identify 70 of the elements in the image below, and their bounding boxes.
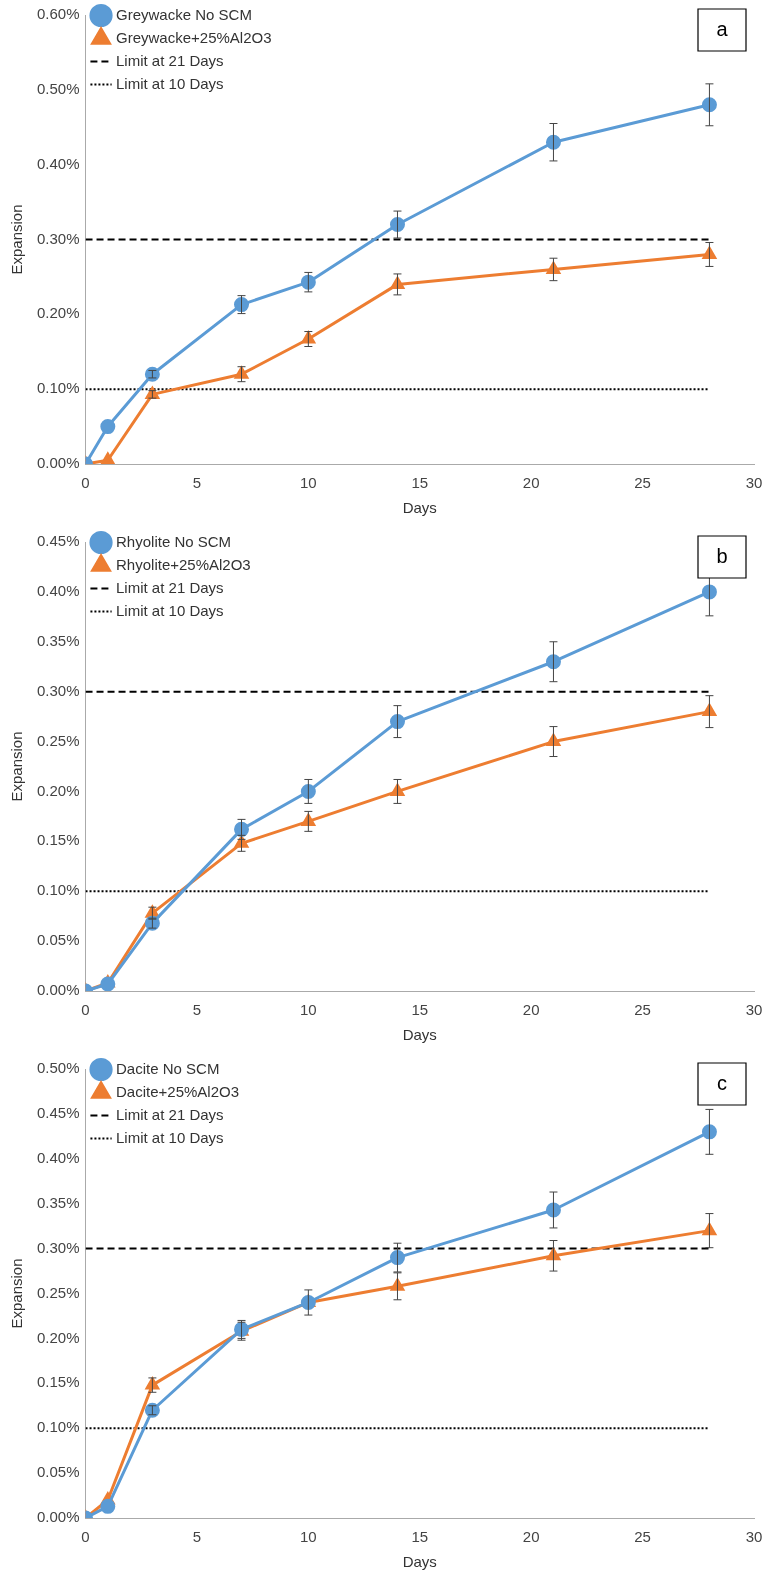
x-tick-label: 25: [634, 1001, 651, 1019]
y-tick-label: 0.30%: [36, 1238, 80, 1256]
x-tick-label: 0: [81, 1001, 90, 1019]
y-tick-label: 0.60%: [36, 5, 80, 23]
legend-label: Limit at 10 Days: [116, 601, 224, 619]
y-tick-label: 0.45%: [36, 1104, 80, 1122]
legend-label: Limit at 21 Days: [116, 1105, 224, 1123]
legend-label: Limit at 10 Days: [116, 74, 224, 92]
legend-label: Dacite+25%Al2O3: [116, 1082, 240, 1100]
x-tick-label: 10: [300, 1001, 317, 1019]
y-tick-label: 0.00%: [36, 1508, 80, 1526]
legend-label: Dacite No SCM: [116, 1059, 220, 1077]
y-tick-label: 0.25%: [36, 731, 80, 749]
y-tick-label: 0.05%: [36, 931, 80, 949]
y-tick-label: 0.10%: [36, 379, 80, 397]
x-tick-label: 5: [192, 1528, 202, 1546]
y-tick-label: 0.15%: [36, 831, 80, 849]
x-tick-label: 15: [411, 1001, 429, 1019]
x-tick-label: 10: [300, 1528, 317, 1546]
y-tick-label: 0.50%: [36, 1059, 80, 1077]
annotation: c: [717, 1071, 727, 1094]
x-tick-label: 20: [522, 474, 540, 492]
y-tick-label: 0.30%: [36, 229, 80, 247]
y-axis-title: Expansion: [8, 204, 26, 275]
x-tick-label: 25: [634, 474, 651, 492]
y-tick-label: 0.00%: [36, 981, 80, 999]
legend-label: Rhyolite No SCM: [116, 532, 232, 550]
legend-label: Rhyolite+25%Al2O3: [116, 555, 251, 573]
y-tick-label: 0.20%: [36, 781, 80, 799]
y-tick-label: 0.40%: [36, 1148, 80, 1166]
y-tick-label: 0.20%: [36, 1328, 80, 1346]
y-tick-label: 0.35%: [36, 1193, 80, 1211]
y-tick-label: 0.50%: [36, 79, 80, 97]
y-tick-label: 0.15%: [36, 1373, 80, 1391]
legend-label: Limit at 21 Days: [116, 51, 224, 69]
x-tick-label: 0: [81, 474, 90, 492]
y-tick-label: 0.40%: [36, 154, 80, 172]
y-tick-label: 0.30%: [36, 681, 80, 699]
y-tick-label: 0.00%: [36, 454, 80, 472]
x-tick-label: 0: [81, 1528, 90, 1546]
legend-label: Limit at 10 Days: [116, 1128, 224, 1146]
x-tick-label: 10: [300, 474, 317, 492]
legend-label: Limit at 21 Days: [116, 578, 224, 596]
x-tick-label: 5: [192, 1001, 202, 1019]
annotation: b: [716, 544, 728, 567]
y-axis-title: Expansion: [8, 731, 26, 802]
x-tick-label: 30: [745, 1528, 763, 1546]
legend-label: Greywacke+25%Al2O3: [116, 28, 272, 46]
x-tick-label: 25: [634, 1528, 651, 1546]
y-tick-label: 0.05%: [36, 1463, 80, 1481]
y-tick-label: 0.35%: [36, 631, 80, 649]
legend-label: Greywacke No SCM: [116, 5, 252, 23]
x-tick-label: 5: [192, 474, 202, 492]
x-axis-title: Days: [402, 1553, 437, 1571]
x-axis-title: Days: [402, 1026, 437, 1044]
y-tick-label: 0.10%: [36, 1418, 80, 1436]
x-tick-label: 15: [411, 1528, 429, 1546]
y-tick-label: 0.40%: [36, 582, 80, 600]
x-tick-label: 30: [745, 1001, 763, 1019]
y-tick-label: 0.25%: [36, 1283, 80, 1301]
y-tick-label: 0.45%: [36, 532, 80, 550]
y-tick-label: 0.10%: [36, 881, 80, 899]
x-tick-label: 20: [522, 1528, 540, 1546]
x-tick-label: 30: [745, 474, 763, 492]
x-axis-title: Days: [402, 499, 437, 517]
y-tick-label: 0.20%: [36, 304, 80, 322]
y-axis-title: Expansion: [8, 1258, 26, 1329]
x-tick-label: 20: [522, 1001, 540, 1019]
x-tick-label: 15: [411, 474, 429, 492]
annotation: a: [716, 17, 729, 40]
